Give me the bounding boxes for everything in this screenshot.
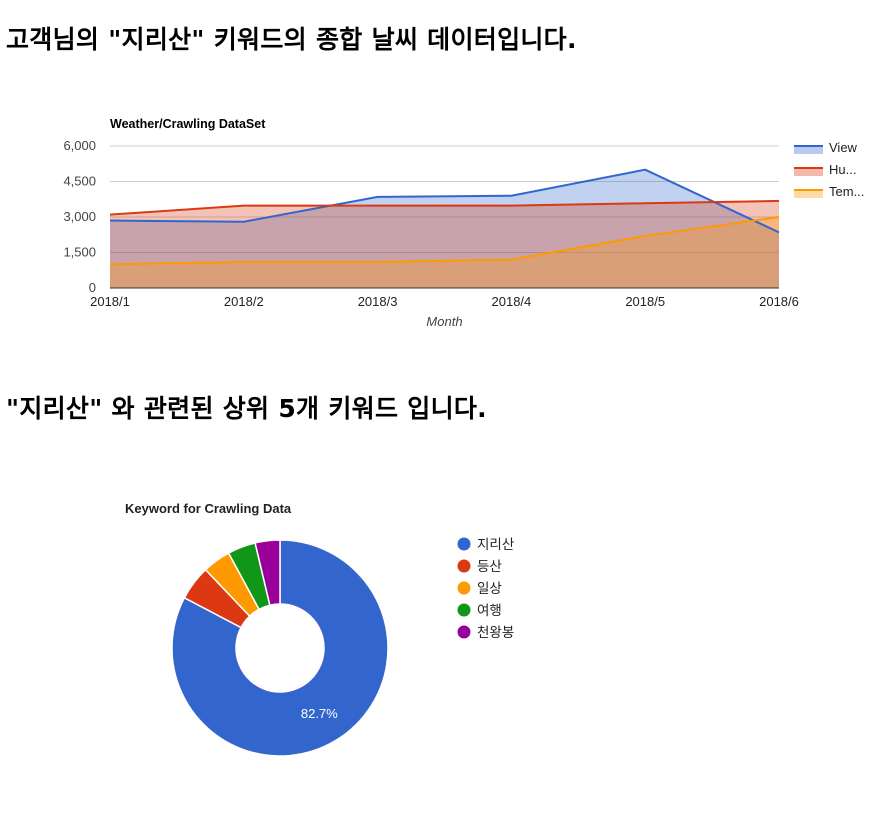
legend-keyword-3: 여행 [477,603,502,618]
page-title: 고객님의 "지리산" 키워드의 종합 날씨 데이터입니다. [6,25,577,54]
legend-swatch-2 [794,190,823,198]
series-area-0 [110,169,779,288]
chart-title: Weather/Crawling DataSet [110,117,266,131]
legend-dot-1 [457,559,471,573]
y-tick-label: 0 [89,280,96,295]
legend-keyword-4: 천왕봉 [477,625,514,640]
legend-keyword-2: 일상 [477,581,502,596]
x-axis-title: Month [426,314,462,329]
y-tick-label: 3,000 [63,209,96,224]
donut-title: Keyword for Crawling Data [125,501,292,516]
x-tick-label: 2018/5 [625,294,665,309]
x-tick-label: 2018/6 [759,294,799,309]
series-line-1 [109,199,780,216]
legend-keyword-0: 지리산 [477,537,514,552]
legend-label-0: View [829,140,858,155]
series-area-1 [110,200,779,288]
series-line-0 [109,168,780,234]
series-line-2 [109,216,780,266]
y-tick-label: 6,000 [63,138,96,153]
donut-slice-4 [254,539,281,607]
weather-area-chart: Weather/Crawling DataSet 0 1,500 3,000 4,500… [63,117,864,329]
legend-dot-0 [457,537,471,551]
donut-slice-0 [171,539,389,757]
donut-slice-label-0: 82.7% [301,706,338,721]
legend-dot-2 [457,581,471,595]
y-tick-label: 1,500 [63,245,96,260]
keyword-donut-chart: Keyword for Crawling Data 82.7% 지리산등산일상여행천… [125,501,514,757]
y-tick-label: 4,500 [63,174,96,189]
x-tick-label: 2018/4 [492,294,532,309]
x-tick-label: 2018/3 [358,294,398,309]
keyword-section-title: "지리산" 와 관련된 상위 5개 키워드 입니다. [6,394,487,423]
legend-keyword-1: 등산 [477,559,502,574]
legend-label-1: Hu... [829,162,856,177]
legend-swatch-0 [794,146,823,154]
legend-dot-3 [457,603,471,617]
legend-swatch-1 [794,168,823,176]
x-tick-label: 2018/2 [224,294,264,309]
legend-dot-4 [457,625,471,639]
series-area-2 [110,217,779,288]
legend-label-2: Tem... [829,184,864,199]
x-tick-label: 2018/1 [90,294,130,309]
